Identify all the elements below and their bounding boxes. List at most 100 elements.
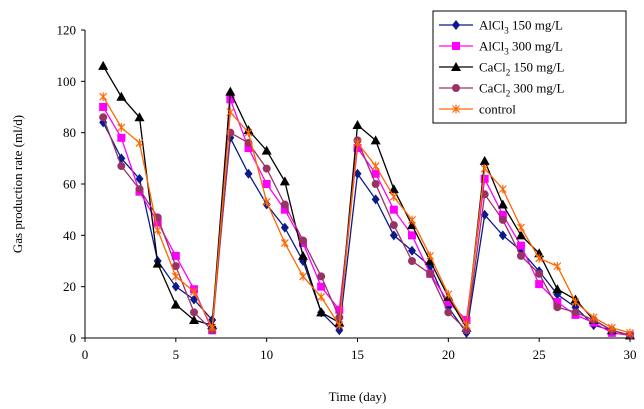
legend: AlCl3 150 mg/L AlCl3 300 mg/L CaCl2 150 mg… <box>432 10 627 124</box>
data-point <box>280 205 289 214</box>
legend-marker <box>451 62 461 71</box>
data-point <box>244 128 253 137</box>
data-point <box>335 320 344 330</box>
data-point <box>535 280 544 289</box>
data-point <box>189 315 199 325</box>
legend-marker <box>452 20 460 30</box>
data-point <box>408 215 416 225</box>
data-point <box>262 164 271 173</box>
x-tick-label: 15 <box>351 347 364 362</box>
data-point <box>552 284 563 294</box>
data-point <box>135 173 144 184</box>
data-point <box>479 155 490 165</box>
data-point <box>317 282 326 291</box>
data-point <box>244 168 253 179</box>
data-point <box>498 230 507 241</box>
data-point <box>553 298 562 307</box>
data-point <box>226 128 235 137</box>
series-5 <box>99 92 634 338</box>
data-point <box>480 190 489 199</box>
data-point <box>171 251 180 260</box>
data-point <box>535 254 544 263</box>
data-point <box>353 138 362 148</box>
data-point <box>389 205 398 214</box>
data-point <box>153 218 162 227</box>
data-point <box>117 123 126 132</box>
data-point <box>497 199 508 209</box>
data-point <box>408 245 416 256</box>
data-point <box>389 221 398 230</box>
data-point <box>517 241 525 250</box>
data-point <box>98 60 109 70</box>
legend-item: CaCl2 300 mg/L <box>439 81 564 99</box>
y-tick-label: 100 <box>57 74 77 89</box>
data-point <box>280 238 289 248</box>
data-point <box>426 251 435 261</box>
data-point <box>208 323 217 333</box>
series-line <box>102 99 631 337</box>
legend-marker <box>452 84 460 92</box>
data-point <box>99 113 108 122</box>
y-tick-label: 60 <box>63 177 76 192</box>
data-point <box>462 326 471 335</box>
data-point <box>371 169 380 178</box>
x-tick-label: 5 <box>173 347 180 362</box>
x-tick-label: 25 <box>533 347 546 362</box>
data-point <box>535 269 544 278</box>
plot-area <box>98 60 635 341</box>
x-axis-label: Time (day) <box>329 389 387 404</box>
data-point <box>116 91 127 101</box>
data-point <box>517 251 525 260</box>
data-point <box>244 144 253 153</box>
data-point <box>498 184 507 194</box>
axes: 0 20 40 60 80 100 120 0 5 10 15 20 25 30 <box>57 23 637 363</box>
y-tick-label: 0 <box>70 331 77 346</box>
data-point <box>388 184 399 194</box>
legend-item: AlCl3 300 mg/L <box>439 39 563 57</box>
data-point <box>553 303 562 312</box>
data-point <box>371 194 380 205</box>
data-point <box>335 313 344 322</box>
legend-marker <box>452 104 460 114</box>
data-point <box>462 320 471 330</box>
data-point <box>135 138 144 148</box>
x-tick-label: 10 <box>260 347 273 362</box>
x-tick-label: 0 <box>82 347 89 362</box>
data-point <box>190 287 198 297</box>
x-tick-label: 20 <box>442 347 455 362</box>
data-point <box>317 292 326 302</box>
data-point <box>371 161 380 171</box>
data-point <box>117 133 126 142</box>
legend-label: AlCl3 300 mg/L <box>479 39 563 57</box>
data-point <box>99 92 108 102</box>
data-point <box>226 107 235 117</box>
legend-label: CaCl2 300 mg/L <box>479 81 564 99</box>
series-4 <box>99 113 634 340</box>
legend-item: CaCl2 150 mg/L <box>439 60 564 78</box>
x-tick-label: 30 <box>624 347 637 362</box>
data-point <box>444 298 453 307</box>
data-point <box>571 308 580 317</box>
y-tick-label: 20 <box>63 279 76 294</box>
legend-item: control <box>439 102 516 117</box>
data-point <box>299 272 307 281</box>
y-tick-label: 40 <box>63 228 76 243</box>
data-point <box>498 210 507 219</box>
data-point <box>589 313 598 322</box>
data-point <box>498 215 507 224</box>
data-point <box>607 323 616 333</box>
data-point <box>407 220 417 230</box>
data-point <box>426 269 435 278</box>
data-point <box>444 290 453 299</box>
data-point <box>299 236 307 245</box>
data-point <box>626 328 634 338</box>
series-line <box>102 117 631 337</box>
data-point <box>480 164 489 173</box>
data-point <box>170 299 181 309</box>
y-axis-label: Gas production rate (ml/d) <box>10 115 25 253</box>
data-point <box>316 307 327 317</box>
data-point <box>408 257 416 265</box>
data-point <box>134 112 145 122</box>
data-point <box>408 231 416 240</box>
